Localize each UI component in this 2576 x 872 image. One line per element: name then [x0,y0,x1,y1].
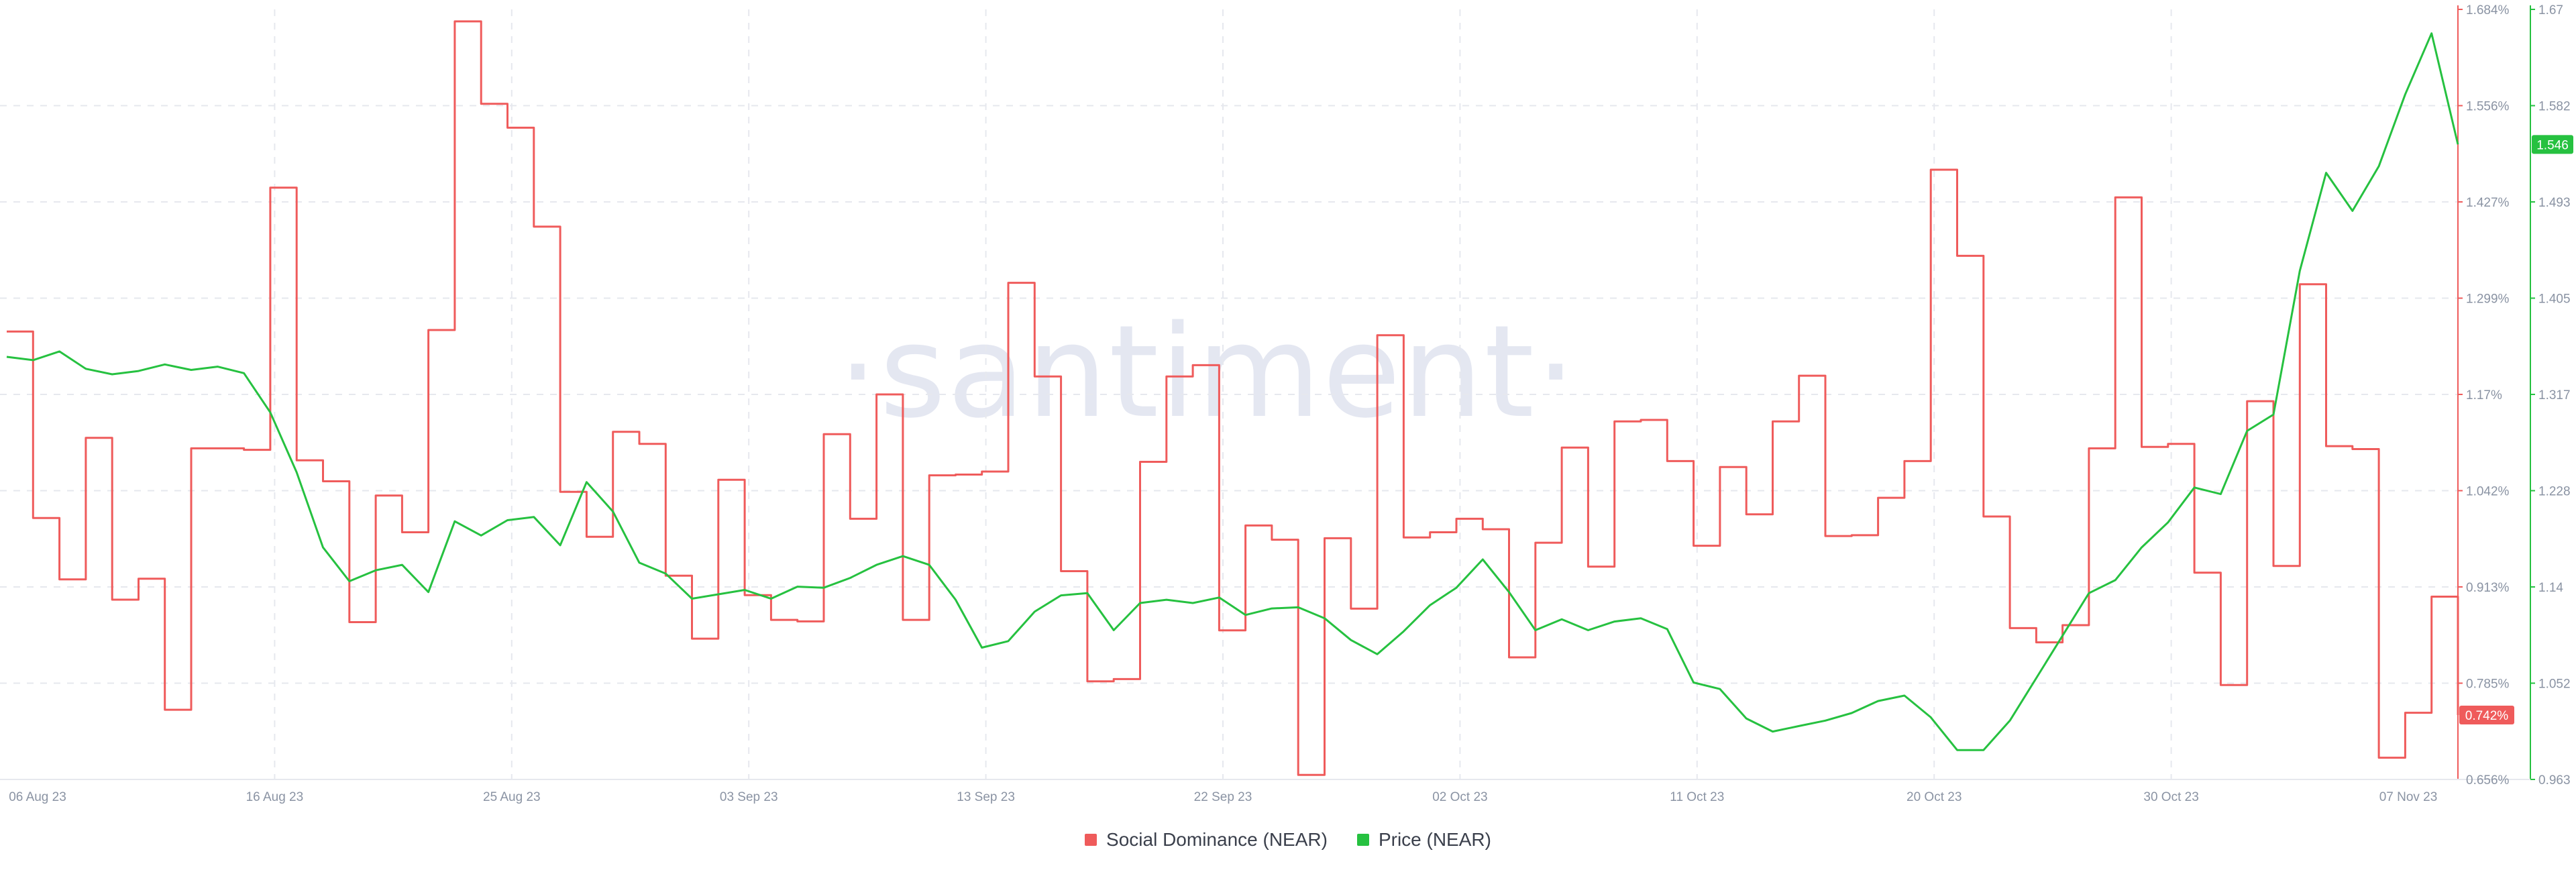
x-axis-tick-label: 22 Sep 23 [1194,790,1252,804]
x-axis-tick-label: 13 Sep 23 [957,790,1015,804]
x-axis-tick-label: 07 Nov 23 [2379,790,2438,804]
left-axis-tick-label: 1.556% [2466,100,2510,114]
right-axis-tick-label: 0.963 [2538,773,2571,787]
x-axis-tick-label: 25 Aug 23 [483,790,541,804]
right-axis-tick-label: 1.052 [2538,677,2571,692]
x-axis-tick-label: 16 Aug 23 [246,790,304,804]
price-last-value-label: 1.546 [2536,138,2569,152]
left-axis-tick-label: 1.427% [2466,196,2510,210]
left-axis-tick-label: 1.299% [2466,292,2510,307]
legend-item-social-dominance[interactable]: Social Dominance (NEAR) [1085,829,1328,851]
x-axis-tick-label: 30 Oct 23 [2143,790,2198,804]
tick-labels: 1.684% 1.67 1.556% 1.582 1.427% 1.493 1.299% 1.… [9,3,2570,804]
price-line [6,32,2459,751]
right-axis-tick-label: 1.582 [2538,100,2571,114]
right-axis-tick-label: 1.228 [2538,485,2571,499]
x-axis-tick-label: 11 Oct 23 [1670,790,1724,804]
right-axis-tick-label: 1.493 [2538,196,2571,210]
legend-swatch-price [1356,834,1369,846]
chart-legend: Social Dominance (NEAR) Price (NEAR) [0,829,2576,851]
x-axis-tick-label: 03 Sep 23 [720,790,778,804]
x-axis-tick-label: 20 Oct 23 [1907,790,1962,804]
price-last-value-badge [2532,135,2573,154]
x-axis-tick-label: 02 Oct 23 [1432,790,1487,804]
left-axis-tick-label: 1.17% [2466,388,2502,402]
right-axis-tick-label: 1.14 [2538,581,2563,595]
social-last-value-badge [2459,705,2514,724]
right-axis-tick-label: 1.405 [2538,292,2571,307]
left-axis-tick-label: 0.785% [2466,677,2510,692]
right-axis-tick-label: 1.317 [2538,388,2571,402]
legend-swatch-social-dominance [1085,834,1097,846]
last-value-badges: 0.742% 1.546 [2459,135,2573,724]
santiment-watermark: ·santiment· [838,298,1578,446]
left-axis-tick-label: 0.913% [2466,581,2510,595]
legend-label-social-dominance: Social Dominance (NEAR) [1106,829,1328,850]
x-axis-tick-label: 06 Aug 23 [9,790,66,804]
left-axis-tick-label: 0.656% [2466,773,2510,787]
left-axis-tick-label: 1.684% [2466,3,2510,17]
series-price [6,32,2459,751]
left-axis-tick-label: 1.042% [2466,485,2510,499]
right-axis-tick-label: 1.67 [2538,3,2563,17]
legend-item-price[interactable]: Price (NEAR) [1356,829,1491,851]
legend-label-price: Price (NEAR) [1378,829,1491,850]
social-last-value-label: 0.742% [2465,709,2509,723]
